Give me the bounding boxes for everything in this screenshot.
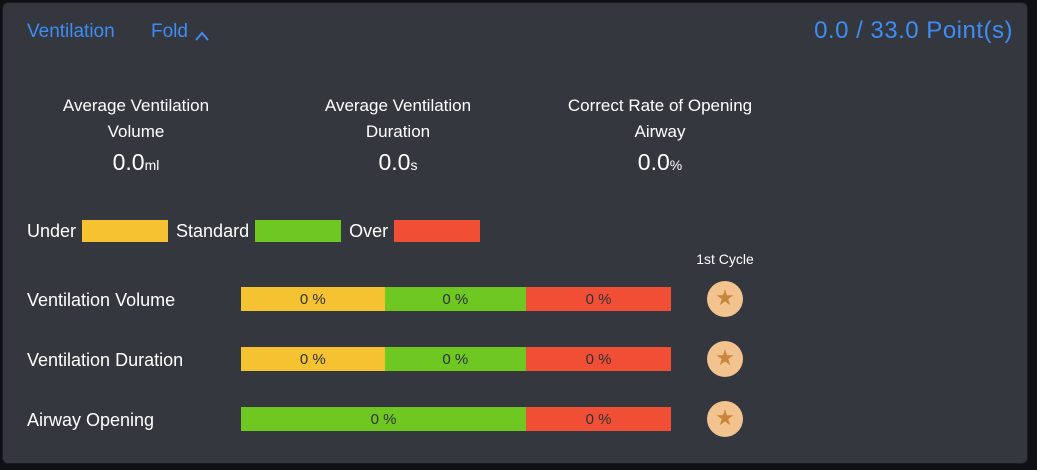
stat-label: Average Ventilation Volume <box>62 96 210 141</box>
fold-toggle[interactable]: Fold <box>151 21 210 43</box>
bar-segment: 0 % <box>241 287 385 311</box>
cycle-column-header: 1st Cycle <box>696 251 754 267</box>
stat-average-ventilation-volume: Average Ventilation Volume 0.0ml <box>5 93 267 176</box>
bar-segment: 0 % <box>384 347 527 371</box>
stat-average-ventilation-duration: Average Ventilation Duration 0.0s <box>267 93 529 176</box>
star-icon: ★ <box>715 345 735 370</box>
chevron-up-icon <box>194 26 210 41</box>
cycle-badge-airway-opening[interactable]: ★ <box>707 401 743 437</box>
ventilation-panel: Ventilation Fold 0.0 / 33.0 Point(s) Ave… <box>2 2 1028 464</box>
bar-segment: 0 % <box>241 347 385 371</box>
stat-value: 0.0ml <box>112 149 160 175</box>
row-label-ventilation-volume: Ventilation Volume <box>27 290 176 310</box>
stats-row: Average Ventilation Volume 0.0ml Average… <box>5 93 791 176</box>
bar-airway-opening: 0 % 0 % <box>241 407 671 431</box>
panel-title[interactable]: Ventilation <box>27 21 115 42</box>
legend-swatch-standard <box>255 220 342 242</box>
stat-label: Correct Rate of Opening Airway <box>567 96 753 141</box>
bar-ventilation-volume: 0 % 0 % 0 % <box>241 287 671 311</box>
cycle-badge-ventilation-volume[interactable]: ★ <box>707 281 743 317</box>
row-label-airway-opening: Airway Opening <box>27 410 155 430</box>
bar-segment: 0 % <box>241 407 527 431</box>
legend-label-under: Under <box>27 220 77 241</box>
stat-value: 0.0s <box>378 149 418 175</box>
bar-segment: 0 % <box>384 287 527 311</box>
legend-swatch-under <box>82 220 169 242</box>
legend-label-standard: Standard <box>176 220 250 241</box>
stat-label: Average Ventilation Duration <box>324 96 472 141</box>
stat-correct-rate-opening-airway: Correct Rate of Opening Airway 0.0% <box>529 93 791 176</box>
fold-toggle-label: Fold <box>151 21 188 42</box>
stat-unit: s <box>410 157 418 173</box>
cycle-badge-ventilation-duration[interactable]: ★ <box>707 341 743 377</box>
star-icon: ★ <box>715 285 735 310</box>
stat-unit: ml <box>144 157 160 173</box>
bar-ventilation-duration: 0 % 0 % 0 % <box>241 347 671 371</box>
score-display: 0.0 / 33.0 Point(s) <box>814 17 1013 44</box>
legend-swatch-over <box>394 220 481 242</box>
legend-label-over: Over <box>349 220 389 241</box>
bar-segment: 0 % <box>526 347 671 371</box>
row-label-ventilation-duration: Ventilation Duration <box>27 350 184 370</box>
star-icon: ★ <box>715 405 735 430</box>
stat-unit: % <box>669 157 683 173</box>
bar-segment: 0 % <box>526 287 671 311</box>
bar-segment: 0 % <box>526 407 671 431</box>
legend: Under Standard Over <box>27 220 488 242</box>
stat-value: 0.0% <box>637 149 683 175</box>
